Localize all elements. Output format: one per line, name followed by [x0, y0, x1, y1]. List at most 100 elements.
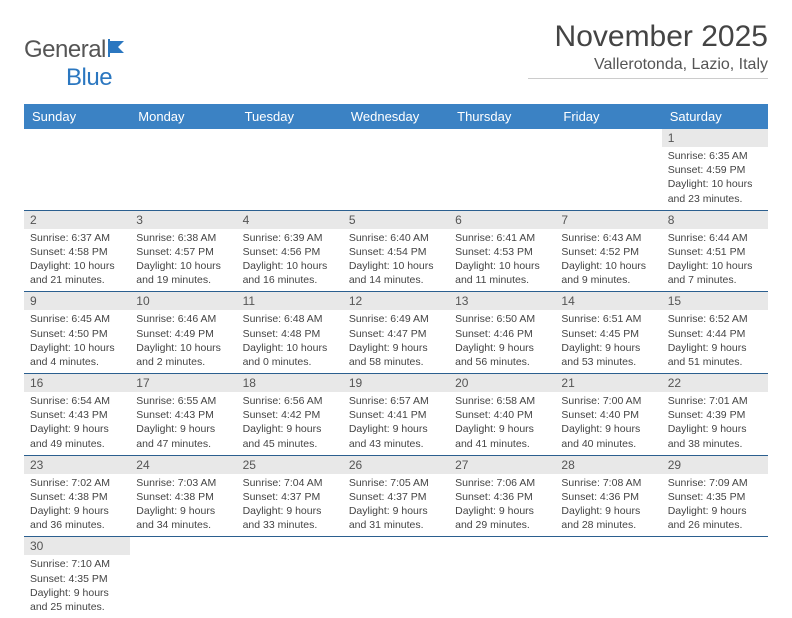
calendar-cell: 4Sunrise: 6:39 AMSunset: 4:56 PMDaylight…	[237, 210, 343, 292]
day-content: Sunrise: 6:39 AMSunset: 4:56 PMDaylight:…	[237, 229, 343, 292]
calendar-week: 16Sunrise: 6:54 AMSunset: 4:43 PMDayligh…	[24, 374, 768, 456]
calendar-cell: 18Sunrise: 6:56 AMSunset: 4:42 PMDayligh…	[237, 374, 343, 456]
day-number: 22	[662, 374, 768, 392]
calendar-cell: 15Sunrise: 6:52 AMSunset: 4:44 PMDayligh…	[662, 292, 768, 374]
day-number: 2	[24, 211, 130, 229]
day-content: Sunrise: 7:03 AMSunset: 4:38 PMDaylight:…	[130, 474, 236, 537]
calendar-cell: 19Sunrise: 6:57 AMSunset: 4:41 PMDayligh…	[343, 374, 449, 456]
calendar-table: SundayMondayTuesdayWednesdayThursdayFrid…	[24, 104, 768, 618]
day-number: 6	[449, 211, 555, 229]
flag-icon	[108, 36, 130, 64]
weekday-header: Sunday	[24, 104, 130, 129]
day-number: 7	[555, 211, 661, 229]
calendar-week: 1Sunrise: 6:35 AMSunset: 4:59 PMDaylight…	[24, 129, 768, 210]
calendar-cell: 30Sunrise: 7:10 AMSunset: 4:35 PMDayligh…	[24, 537, 130, 618]
day-content: Sunrise: 6:51 AMSunset: 4:45 PMDaylight:…	[555, 310, 661, 373]
calendar-cell: 9Sunrise: 6:45 AMSunset: 4:50 PMDaylight…	[24, 292, 130, 374]
day-number: 1	[662, 129, 768, 147]
day-content: Sunrise: 6:46 AMSunset: 4:49 PMDaylight:…	[130, 310, 236, 373]
calendar-cell	[555, 537, 661, 618]
day-number: 9	[24, 292, 130, 310]
calendar-body: 1Sunrise: 6:35 AMSunset: 4:59 PMDaylight…	[24, 129, 768, 618]
day-content: Sunrise: 7:09 AMSunset: 4:35 PMDaylight:…	[662, 474, 768, 537]
day-content: Sunrise: 6:44 AMSunset: 4:51 PMDaylight:…	[662, 229, 768, 292]
day-number: 30	[24, 537, 130, 555]
day-content: Sunrise: 6:48 AMSunset: 4:48 PMDaylight:…	[237, 310, 343, 373]
day-number: 18	[237, 374, 343, 392]
calendar-cell: 7Sunrise: 6:43 AMSunset: 4:52 PMDaylight…	[555, 210, 661, 292]
calendar-cell: 17Sunrise: 6:55 AMSunset: 4:43 PMDayligh…	[130, 374, 236, 456]
day-content: Sunrise: 7:06 AMSunset: 4:36 PMDaylight:…	[449, 474, 555, 537]
day-number: 19	[343, 374, 449, 392]
day-content: Sunrise: 6:43 AMSunset: 4:52 PMDaylight:…	[555, 229, 661, 292]
calendar-cell: 2Sunrise: 6:37 AMSunset: 4:58 PMDaylight…	[24, 210, 130, 292]
calendar-cell	[343, 537, 449, 618]
day-number: 5	[343, 211, 449, 229]
calendar-cell: 29Sunrise: 7:09 AMSunset: 4:35 PMDayligh…	[662, 455, 768, 537]
calendar-cell: 16Sunrise: 6:54 AMSunset: 4:43 PMDayligh…	[24, 374, 130, 456]
calendar-week: 30Sunrise: 7:10 AMSunset: 4:35 PMDayligh…	[24, 537, 768, 618]
calendar-cell: 27Sunrise: 7:06 AMSunset: 4:36 PMDayligh…	[449, 455, 555, 537]
day-number: 13	[449, 292, 555, 310]
day-content: Sunrise: 6:58 AMSunset: 4:40 PMDaylight:…	[449, 392, 555, 455]
day-number: 27	[449, 456, 555, 474]
day-content: Sunrise: 6:55 AMSunset: 4:43 PMDaylight:…	[130, 392, 236, 455]
weekday-header: Wednesday	[343, 104, 449, 129]
day-content: Sunrise: 6:52 AMSunset: 4:44 PMDaylight:…	[662, 310, 768, 373]
calendar-cell	[555, 129, 661, 210]
title-block: November 2025 Vallerotonda, Lazio, Italy	[528, 20, 768, 79]
day-number: 16	[24, 374, 130, 392]
calendar-cell: 14Sunrise: 6:51 AMSunset: 4:45 PMDayligh…	[555, 292, 661, 374]
calendar-cell	[343, 129, 449, 210]
calendar-cell	[662, 537, 768, 618]
day-number: 14	[555, 292, 661, 310]
calendar-cell: 13Sunrise: 6:50 AMSunset: 4:46 PMDayligh…	[449, 292, 555, 374]
day-content: Sunrise: 7:00 AMSunset: 4:40 PMDaylight:…	[555, 392, 661, 455]
calendar-cell: 24Sunrise: 7:03 AMSunset: 4:38 PMDayligh…	[130, 455, 236, 537]
day-number: 24	[130, 456, 236, 474]
brand-logo: GeneralBlue	[24, 36, 132, 92]
day-content: Sunrise: 6:40 AMSunset: 4:54 PMDaylight:…	[343, 229, 449, 292]
day-content: Sunrise: 7:01 AMSunset: 4:39 PMDaylight:…	[662, 392, 768, 455]
day-number: 26	[343, 456, 449, 474]
calendar-cell: 25Sunrise: 7:04 AMSunset: 4:37 PMDayligh…	[237, 455, 343, 537]
day-content: Sunrise: 6:57 AMSunset: 4:41 PMDaylight:…	[343, 392, 449, 455]
calendar-cell: 23Sunrise: 7:02 AMSunset: 4:38 PMDayligh…	[24, 455, 130, 537]
calendar-cell: 3Sunrise: 6:38 AMSunset: 4:57 PMDaylight…	[130, 210, 236, 292]
day-number: 23	[24, 456, 130, 474]
day-content: Sunrise: 7:02 AMSunset: 4:38 PMDaylight:…	[24, 474, 130, 537]
calendar-cell	[449, 537, 555, 618]
weekday-header: Monday	[130, 104, 236, 129]
location: Vallerotonda, Lazio, Italy	[528, 56, 768, 79]
day-content: Sunrise: 7:04 AMSunset: 4:37 PMDaylight:…	[237, 474, 343, 537]
header: GeneralBlue November 2025 Vallerotonda, …	[24, 20, 768, 92]
calendar-cell: 26Sunrise: 7:05 AMSunset: 4:37 PMDayligh…	[343, 455, 449, 537]
calendar-cell	[449, 129, 555, 210]
weekday-header: Friday	[555, 104, 661, 129]
month-title: November 2025	[528, 20, 768, 54]
calendar-week: 2Sunrise: 6:37 AMSunset: 4:58 PMDaylight…	[24, 210, 768, 292]
brand-gray: General	[24, 36, 106, 63]
calendar-week: 9Sunrise: 6:45 AMSunset: 4:50 PMDaylight…	[24, 292, 768, 374]
calendar-cell: 8Sunrise: 6:44 AMSunset: 4:51 PMDaylight…	[662, 210, 768, 292]
calendar-cell: 5Sunrise: 6:40 AMSunset: 4:54 PMDaylight…	[343, 210, 449, 292]
weekday-header: Thursday	[449, 104, 555, 129]
day-number: 11	[237, 292, 343, 310]
calendar-cell: 11Sunrise: 6:48 AMSunset: 4:48 PMDayligh…	[237, 292, 343, 374]
day-content: Sunrise: 6:38 AMSunset: 4:57 PMDaylight:…	[130, 229, 236, 292]
day-content: Sunrise: 6:37 AMSunset: 4:58 PMDaylight:…	[24, 229, 130, 292]
calendar-cell	[130, 537, 236, 618]
calendar-head: SundayMondayTuesdayWednesdayThursdayFrid…	[24, 104, 768, 129]
calendar-cell: 12Sunrise: 6:49 AMSunset: 4:47 PMDayligh…	[343, 292, 449, 374]
day-number: 10	[130, 292, 236, 310]
day-content: Sunrise: 7:08 AMSunset: 4:36 PMDaylight:…	[555, 474, 661, 537]
day-content: Sunrise: 6:49 AMSunset: 4:47 PMDaylight:…	[343, 310, 449, 373]
day-content: Sunrise: 6:56 AMSunset: 4:42 PMDaylight:…	[237, 392, 343, 455]
day-number: 29	[662, 456, 768, 474]
calendar-cell: 10Sunrise: 6:46 AMSunset: 4:49 PMDayligh…	[130, 292, 236, 374]
calendar-cell	[237, 129, 343, 210]
day-number: 20	[449, 374, 555, 392]
day-content: Sunrise: 7:10 AMSunset: 4:35 PMDaylight:…	[24, 555, 130, 618]
calendar-cell: 22Sunrise: 7:01 AMSunset: 4:39 PMDayligh…	[662, 374, 768, 456]
day-number: 21	[555, 374, 661, 392]
